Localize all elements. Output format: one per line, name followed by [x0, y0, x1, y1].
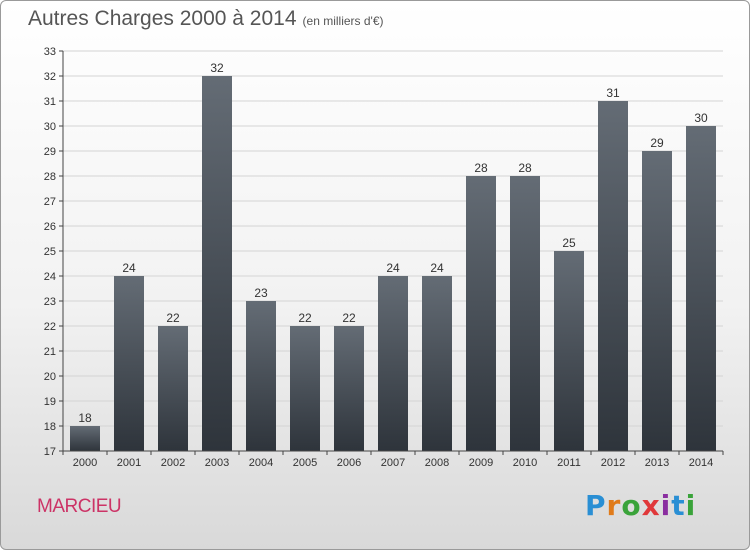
logo-letter: P — [585, 489, 607, 522]
data-label: 32 — [210, 61, 224, 75]
x-tick-label: 2012 — [601, 457, 625, 469]
x-tick-label: 2011 — [557, 457, 581, 469]
y-tick-label: 30 — [44, 121, 56, 133]
y-tick-label: 28 — [44, 171, 56, 183]
bar — [422, 276, 452, 451]
y-tick-label: 20 — [44, 371, 56, 383]
data-label: 24 — [386, 261, 400, 275]
y-axis: 17 18 19 20 21 22 23 24 25 26 27 28 29 30 31 32 33 — [44, 46, 64, 458]
bar — [554, 251, 584, 451]
x-tick-label: 2001 — [117, 457, 141, 469]
y-tick-label: 22 — [44, 321, 56, 333]
x-tick-label: 2007 — [381, 457, 405, 469]
y-tick-label: 31 — [44, 96, 56, 108]
bar — [202, 76, 232, 451]
data-label: 18 — [78, 411, 92, 425]
logo-letter: o — [621, 489, 642, 522]
y-tick-label: 23 — [44, 296, 56, 308]
logo-letter: t — [671, 489, 686, 522]
y-tick-label: 27 — [44, 196, 56, 208]
x-tick-label: 2003 — [205, 457, 229, 469]
bar — [70, 426, 100, 451]
data-label: 22 — [298, 311, 312, 325]
data-label: 29 — [650, 136, 664, 150]
data-label: 23 — [254, 286, 268, 300]
bar — [158, 326, 188, 451]
commune-name: MARCIEU — [37, 496, 122, 517]
y-tick-label: 32 — [44, 71, 56, 83]
bar — [510, 176, 540, 451]
chart-title: Autres Charges 2000 à 2014 — [28, 7, 297, 30]
bar — [642, 151, 672, 451]
data-label: 22 — [166, 311, 180, 325]
data-label: 24 — [122, 261, 136, 275]
x-tick-label: 2010 — [513, 457, 537, 469]
y-tick-label: 24 — [44, 271, 56, 283]
bar — [334, 326, 364, 451]
bar — [290, 326, 320, 451]
data-label: 31 — [606, 86, 620, 100]
logo-letter: x — [641, 489, 661, 522]
x-tick-label: 2004 — [249, 457, 273, 469]
bar — [686, 126, 716, 451]
chart-subtitle: (en milliers d'€) — [302, 14, 384, 28]
bar — [466, 176, 496, 451]
proxiti-logo: Proxiti — [585, 489, 696, 522]
y-tick-label: 18 — [44, 421, 56, 433]
x-tick-label: 2002 — [161, 457, 185, 469]
x-tick-label: 2009 — [469, 457, 493, 469]
data-label: 24 — [430, 261, 444, 275]
logo-letter: r — [606, 489, 622, 522]
logo-letter: i — [660, 489, 672, 522]
data-label: 25 — [562, 236, 576, 250]
x-tick-label: 2014 — [689, 457, 713, 469]
y-tick-label: 26 — [44, 221, 56, 233]
x-tick-label: 2008 — [425, 457, 449, 469]
y-tick-label: 21 — [44, 346, 56, 358]
data-label: 22 — [342, 311, 356, 325]
logo-letter: i — [685, 489, 697, 522]
x-tick-label: 2005 — [293, 457, 317, 469]
bar — [378, 276, 408, 451]
x-tick-label: 2013 — [645, 457, 669, 469]
x-tick-label: 2006 — [337, 457, 361, 469]
data-label: 28 — [518, 161, 532, 175]
bars: 18 24 22 32 23 22 22 24 24 28 28 25 31 29 30 — [70, 61, 716, 451]
chart-title-block: Autres Charges 2000 à 2014 (en milliers d… — [28, 7, 384, 31]
y-tick-label: 19 — [44, 396, 56, 408]
y-tick-label: 29 — [44, 146, 56, 158]
bar — [114, 276, 144, 451]
y-tick-label: 33 — [44, 46, 56, 58]
bar — [246, 301, 276, 451]
x-axis: 2000 2001 2002 2003 2004 2005 2006 2007 2008 2009… — [62, 450, 724, 469]
data-label: 28 — [474, 161, 488, 175]
bar — [598, 101, 628, 451]
x-tick-label: 2000 — [73, 457, 97, 469]
data-label: 30 — [694, 111, 708, 125]
y-tick-label: 25 — [44, 246, 56, 258]
y-tick-label: 17 — [44, 446, 56, 458]
